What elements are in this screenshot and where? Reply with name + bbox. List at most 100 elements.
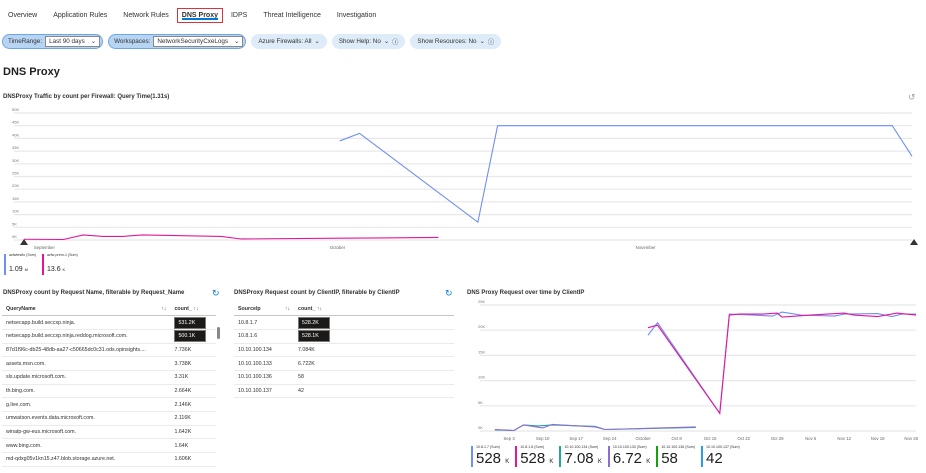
chevron-down-icon: ⌄	[90, 38, 97, 45]
table-row[interactable]: 10.8.1.7 528.2K	[234, 315, 454, 330]
legend-unit: K	[62, 266, 66, 272]
workspaces-dropdown[interactable]: NetworkSecurityCxeLogs ⌄	[153, 36, 244, 47]
legend-series-name: 10.10.100.136 (Sum)	[661, 445, 695, 449]
legend-item[interactable]: azfw-prem-1 (Sum) 13.6 K	[41, 253, 78, 275]
tab-dns-proxy[interactable]: DNS Proxy	[176, 7, 223, 23]
series-line[interactable]	[339, 125, 913, 224]
show-resources-param[interactable]: Show Resources: No ⌄ ⓘ	[410, 34, 502, 49]
workspaces-param[interactable]: Workspaces: NetworkSecurityCxeLogs ⌄	[108, 34, 247, 49]
column-label: QueryName	[6, 305, 36, 312]
table-cell: 10.10.100.133	[234, 356, 294, 371]
table-row[interactable]: sls.update.microsoft.com. 3.31K	[2, 370, 216, 385]
column-header[interactable]: QueryName ↑↓	[2, 302, 171, 317]
table-cell: assets.msn.com.	[2, 356, 171, 371]
x-tick-label: October	[636, 436, 652, 441]
table-row[interactable]: md-qdxg05v1kn15.z47.blob.storage.azure.n…	[2, 452, 216, 467]
azure-firewalls-param[interactable]: Azure Firewalls: All ⌄	[251, 34, 327, 49]
series-line[interactable]	[494, 423, 696, 432]
legend-item[interactable]: 10.8.1.7 (Sum) 528 K	[471, 445, 510, 467]
row-label: 10.10.100.133	[238, 360, 272, 367]
legend-total: 528	[520, 449, 546, 467]
row-label: netsecapp.build.seccxp.ninja.	[6, 319, 76, 326]
tab-investigation[interactable]: Investigation	[336, 11, 377, 19]
timerange-dropdown[interactable]: Last 90 days ⌄	[45, 36, 101, 47]
table-cell: 58	[294, 370, 454, 385]
range-handle-right[interactable]	[910, 239, 918, 245]
refresh-icon[interactable]: ↻	[212, 288, 220, 298]
table-row[interactable]: 10.8.1.6 528.1K	[234, 329, 454, 344]
table-row[interactable]: 10.10.100.137 42	[234, 384, 454, 399]
info-icon[interactable]: ⓘ	[392, 39, 399, 46]
refresh-icon[interactable]: ↻	[445, 288, 453, 298]
legend-item[interactable]: 10.8.1.6 (Sum) 528 K	[515, 445, 553, 467]
legend-total: 13.6	[46, 265, 61, 273]
sort-icon[interactable]: ↑↓	[316, 305, 323, 312]
table-cell: 10.10.100.137	[234, 384, 294, 399]
legend-unit: K	[505, 458, 510, 465]
count-value: 42	[298, 387, 304, 394]
table-cell: netsecapp.build.seccxp.ninja.reddog.micr…	[2, 329, 171, 344]
series-line[interactable]	[23, 234, 439, 241]
table-cell: 6.722K	[294, 356, 454, 371]
table-row[interactable]: 87d1f96c-db25-48db-aa27-c50665dc0c31.ods…	[2, 343, 216, 358]
x-tick-label: Oct 15	[704, 436, 717, 441]
sort-icon[interactable]: ↑↓	[193, 305, 199, 312]
table-header: QueryName ↑↓ count_ ↑↓	[2, 302, 216, 317]
table-row[interactable]: umwatson.events.data.microsoft.com. 2.116…	[2, 411, 216, 426]
legend-total: 6.72	[612, 449, 643, 467]
x-tick-label: Nov 26	[904, 436, 918, 441]
timerange-param[interactable]: TimeRange: Last 90 days ⌄	[2, 34, 104, 49]
range-handle-left[interactable]	[20, 239, 28, 245]
count-value: 528.1K	[298, 330, 330, 343]
tab-idps[interactable]: IDPS	[230, 11, 248, 19]
sort-icon[interactable]: ↑↓	[161, 305, 167, 312]
column-header[interactable]: SourceIp ↑↓	[234, 302, 294, 317]
legend-item[interactable]: 10.10.100.133 (Sum) 6.72 K	[607, 445, 650, 467]
column-header[interactable]: count_ ↑↓	[294, 302, 454, 317]
y-tick-label: 25K	[478, 299, 485, 304]
y-tick-label: 5K	[12, 221, 17, 226]
tab-application-rules[interactable]: Application Rules	[53, 11, 108, 19]
column-header[interactable]: count_ ↑↓	[170, 302, 216, 317]
table-row[interactable]: netsecapp.build.seccxp.ninja. 531.2K	[2, 315, 216, 330]
table-cell: 7.084K	[294, 343, 454, 358]
table-row[interactable]: www.bing.com. 1.64K	[2, 438, 216, 454]
history-icon[interactable]: ↺	[908, 92, 916, 102]
y-tick-label: 40K	[12, 132, 19, 137]
workspaces-label: Workspaces:	[114, 38, 151, 45]
series-line[interactable]	[647, 311, 916, 415]
legend-item[interactable]: 10.10.100.137 (Sum) 42	[700, 445, 740, 467]
chevron-down-icon: ⌄	[314, 38, 320, 45]
row-label: 10.10.100.136	[238, 374, 272, 381]
table-row[interactable]: g.live.com. 2.146K	[2, 397, 216, 412]
timerange-value: Last 90 days	[49, 38, 85, 45]
legend-item[interactable]: azfwtestfo (Sum) 1.09 M	[4, 253, 36, 275]
count-value: 500.1K	[174, 330, 207, 343]
legend-series-name: 10.10.100.137 (Sum)	[705, 445, 740, 449]
page-title: DNS Proxy	[3, 66, 60, 78]
table-row[interactable]: netsecapp.build.seccxp.ninja.reddog.micr…	[2, 329, 216, 344]
table-cell: winatp-gw-eus.microsoft.com.	[2, 425, 171, 440]
legend-item[interactable]: 10.10.100.134 (Sum) 7.08 K	[559, 445, 602, 467]
series-line[interactable]	[647, 312, 917, 415]
table-row[interactable]: 10.10.100.134 7.084K	[234, 343, 454, 358]
show-help-param[interactable]: Show Help: No ⌄ ⓘ	[331, 34, 406, 49]
tab-overview[interactable]: Overview	[8, 11, 38, 19]
table-cell: 87d1f96c-db25-48db-aa27-c50665dc0c31.ods…	[2, 343, 171, 358]
table-row[interactable]: th.bing.com. 2.664K	[2, 384, 216, 399]
y-tick-label: 0K	[12, 234, 17, 239]
table-row[interactable]: assets.msn.com. 3.738K	[2, 356, 216, 371]
table-row[interactable]: 10.10.100.133 6.722K	[234, 356, 454, 371]
scrollbar[interactable]	[216, 320, 221, 467]
table-cell: umwatson.events.data.microsoft.com.	[2, 411, 171, 426]
table-row[interactable]: winatp-gw-eus.microsoft.com. 1.642K	[2, 425, 216, 440]
tab-threat-intelligence[interactable]: Threat Intelligence	[263, 11, 321, 19]
count-value: 1.64K	[174, 442, 189, 449]
sort-icon[interactable]: ↑↓	[284, 305, 290, 312]
table-row[interactable]: 10.10.100.136 58	[234, 370, 454, 385]
table-cell: 3.738K	[170, 356, 216, 371]
info-icon[interactable]: ⓘ	[487, 39, 495, 46]
legend-item[interactable]: 10.10.100.136 (Sum) 58	[656, 445, 695, 467]
count-value: 528.2K	[298, 316, 330, 329]
tab-network-rules[interactable]: Network Rules	[123, 11, 169, 19]
